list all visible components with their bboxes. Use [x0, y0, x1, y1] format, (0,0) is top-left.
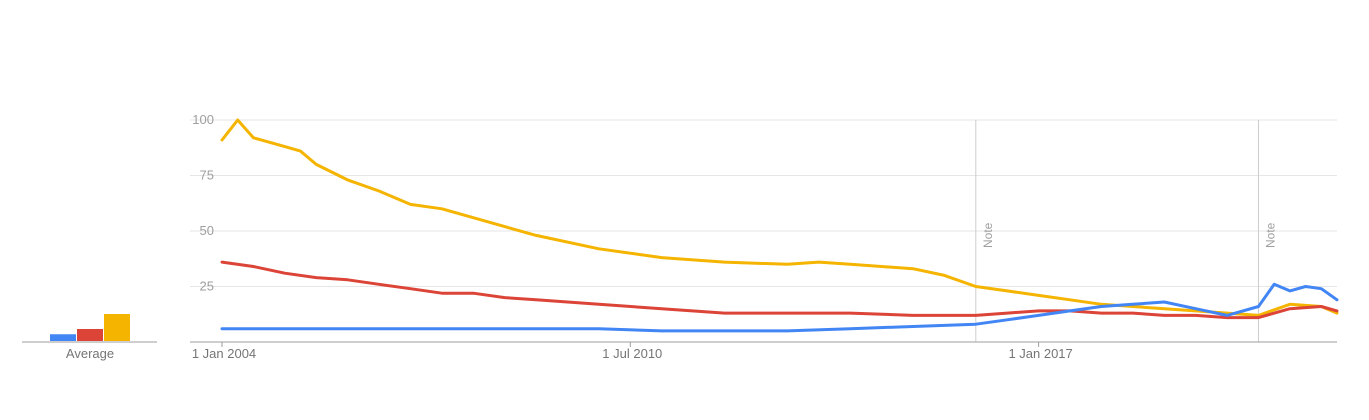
series-lines: [220, 118, 1339, 333]
series-line-0: [220, 282, 1339, 333]
average-bar: [50, 334, 76, 341]
x-tick-label: 1 Jul 2010: [602, 346, 662, 361]
series-line-2: [220, 118, 1339, 317]
gridlines: [190, 119, 1337, 287]
average-bar: [104, 314, 130, 341]
note-annotations: Note Note: [975, 120, 1277, 342]
y-tick-label: 25: [200, 279, 214, 294]
note-label[interactable]: Note: [1263, 222, 1277, 248]
x-tick-label: 1 Jan 2017: [1008, 346, 1072, 361]
average-bar: [77, 329, 103, 341]
y-tick-label: 100: [192, 112, 214, 127]
average-label: Average: [66, 346, 114, 361]
note-label[interactable]: Note: [981, 222, 995, 248]
average-bars: Average: [22, 314, 157, 361]
y-tick-label: 75: [200, 168, 214, 183]
y-tick-label: 50: [200, 223, 214, 238]
series-line-1: [220, 260, 1339, 320]
x-tick-label: 1 Jan 2004: [192, 346, 256, 361]
axes: 100 75 50 25 1 Jan 2004 1 Jul 2010 1 Jan 2017: [190, 112, 1337, 361]
